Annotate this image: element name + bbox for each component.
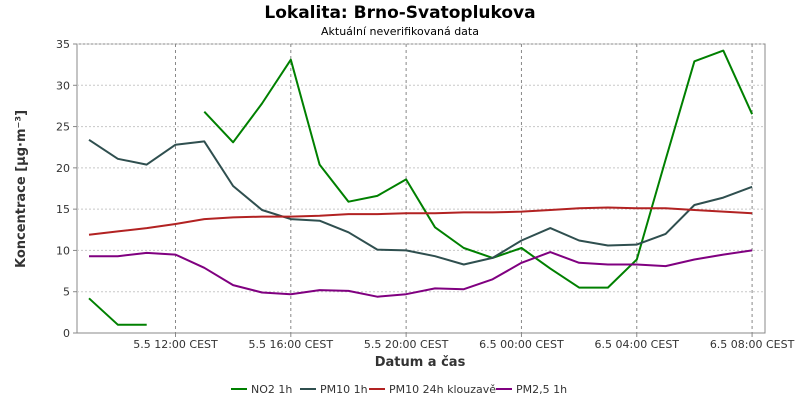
y-tick-label: 30 (56, 79, 70, 92)
series-0 (88, 49, 754, 326)
y-tick-label: 5 (63, 286, 70, 299)
legend-label: PM2,5 1h (516, 383, 567, 396)
plot-border (76, 43, 766, 334)
legend: NO2 1h PM10 1h PM10 24h klouzavě PM2,5 1h (231, 383, 567, 396)
series-line (88, 206, 753, 236)
x-axis-label: Datum a čas (375, 355, 466, 370)
legend-item: PM10 24h klouzavě (369, 383, 496, 396)
y-tick-label: 0 (63, 327, 70, 340)
plot-area (76, 43, 766, 334)
y-axis-ticks: 0 5 10 15 20 25 30 35 (56, 38, 77, 340)
legend-item: PM10 1h (300, 383, 368, 396)
legend-label: PM10 24h klouzavě (389, 383, 496, 396)
x-axis-ticks: 5.5 12:00 CEST 5.5 16:00 CEST 5.5 20:00 CE… (133, 333, 795, 351)
legend-item: PM2,5 1h (496, 383, 567, 396)
series-1 (88, 138, 753, 266)
legend-label: PM10 1h (320, 383, 368, 396)
x-tick-label: 5.5 12:00 CEST (133, 338, 218, 351)
x-tick-label: 5.5 16:00 CEST (249, 338, 334, 351)
y-axis-label: Koncentrace [µg·m⁻³] (14, 110, 29, 268)
y-tick-label: 10 (56, 244, 70, 257)
y-tick-label: 15 (56, 203, 70, 216)
series-line (88, 49, 754, 326)
chart-title: Lokalita: Brno-Svatoplukova (264, 3, 535, 23)
x-tick-label: 6.5 00:00 CEST (479, 338, 564, 351)
y-tick-label: 20 (56, 162, 70, 175)
y-tick-label: 25 (56, 121, 70, 134)
legend-label: NO2 1h (251, 383, 292, 396)
y-tick-label: 35 (56, 38, 70, 51)
legend-item: NO2 1h (231, 383, 292, 396)
x-tick-label: 5.5 20:00 CEST (364, 338, 449, 351)
x-tick-label: 6.5 08:00 CEST (710, 338, 795, 351)
chart-subtitle: Aktuální neverifikovaná data (321, 25, 479, 38)
grid-lines (77, 43, 765, 333)
series-2 (88, 206, 753, 236)
series-line (89, 249, 753, 298)
series-line (88, 138, 753, 266)
data-series (88, 49, 754, 326)
x-tick-label: 6.5 04:00 CEST (595, 338, 680, 351)
series-3 (89, 249, 753, 298)
